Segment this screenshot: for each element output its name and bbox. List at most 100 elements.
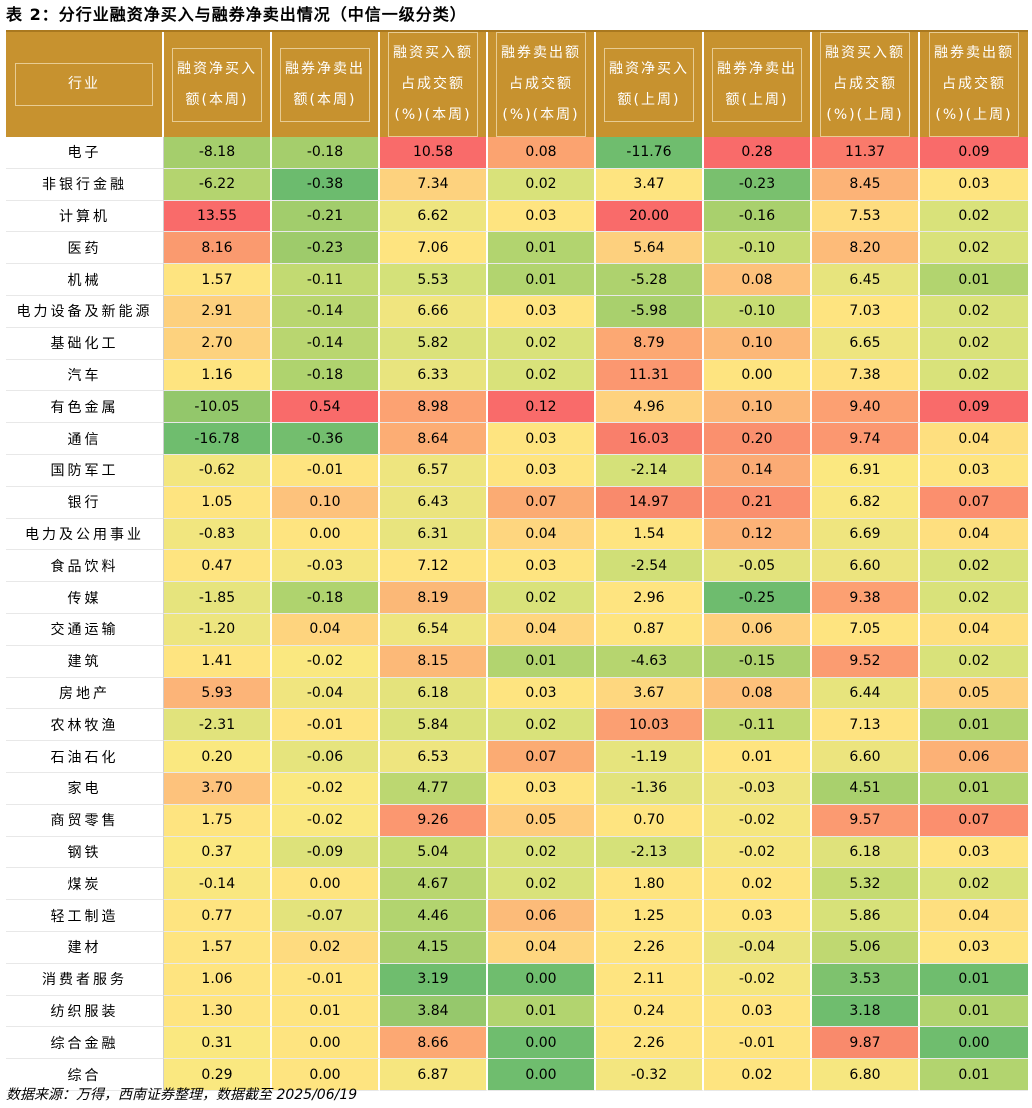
value-cell: 0.08 (704, 677, 812, 710)
industry-name-cell: 综合金融 (6, 1027, 164, 1060)
table-row: 综合金融 0.31 0.00 8.66 0.00 2.26 -0.01 9.87 0.00 (6, 1027, 1028, 1060)
value-cell: 2.26 (596, 931, 704, 964)
value-cell: 5.93 (164, 677, 272, 710)
value-cell: 6.43 (380, 486, 488, 519)
value-cell: 0.02 (488, 836, 596, 869)
value-cell: -6.22 (164, 168, 272, 201)
value-cell: 0.02 (920, 295, 1028, 328)
value-cell: 0.04 (488, 613, 596, 646)
value-cell: -0.02 (704, 804, 812, 837)
value-cell: 6.44 (812, 677, 920, 710)
value-cell: -2.14 (596, 454, 704, 487)
value-cell: 7.03 (812, 295, 920, 328)
value-cell: 0.02 (704, 1059, 812, 1091)
industry-name-cell: 传媒 (6, 582, 164, 614)
value-cell: 0.02 (488, 168, 596, 201)
table-row: 钢铁 0.37 -0.09 5.04 0.02 -2.13 -0.02 6.18 0.03 (6, 836, 1028, 869)
value-cell: 16.03 (596, 423, 704, 455)
value-cell: 0.06 (488, 900, 596, 932)
value-cell: 0.02 (488, 359, 596, 392)
value-cell: 6.53 (380, 741, 488, 773)
industry-name-cell: 通信 (6, 423, 164, 455)
value-cell: 8.66 (380, 1027, 488, 1060)
value-cell: -0.02 (272, 645, 380, 678)
value-cell: 0.00 (272, 1059, 380, 1091)
industry-name-cell: 轻工制造 (6, 900, 164, 932)
value-cell: 1.25 (596, 900, 704, 932)
value-cell: 5.64 (596, 232, 704, 265)
value-cell: 11.31 (596, 359, 704, 392)
value-cell: 0.03 (488, 772, 596, 805)
value-cell: 0.10 (704, 327, 812, 360)
value-cell: 0.03 (704, 900, 812, 932)
value-cell: -0.38 (272, 168, 380, 201)
table-row: 建材 1.57 0.02 4.15 0.04 2.26 -0.04 5.06 0.03 (6, 931, 1028, 964)
value-cell: 0.20 (704, 423, 812, 455)
value-cell: 0.00 (920, 1027, 1028, 1060)
value-cell: 0.01 (488, 232, 596, 265)
value-cell: 0.12 (488, 391, 596, 424)
value-cell: -1.20 (164, 613, 272, 646)
value-cell: -0.04 (272, 677, 380, 710)
value-cell: 6.60 (812, 741, 920, 773)
header-label: 融券净卖出 额(本周) (280, 47, 370, 122)
value-cell: 3.84 (380, 995, 488, 1028)
value-cell: 0.01 (920, 772, 1028, 805)
value-cell: -0.10 (704, 295, 812, 328)
industry-name-cell: 建筑 (6, 645, 164, 678)
value-cell: 2.70 (164, 327, 272, 360)
value-cell: -0.23 (704, 168, 812, 201)
value-cell: -0.83 (164, 518, 272, 551)
table-row: 电力设备及新能源 2.91 -0.14 6.66 0.03 -5.98 -0.10 7.03 0… (6, 295, 1028, 328)
value-cell: 7.38 (812, 359, 920, 392)
value-cell: 0.02 (920, 232, 1028, 265)
value-cell: 0.09 (920, 391, 1028, 424)
value-cell: 5.82 (380, 327, 488, 360)
industry-name-cell: 银行 (6, 486, 164, 519)
table-row: 电力及公用事业 -0.83 0.00 6.31 0.04 1.54 0.12 6.69 0.04 (6, 518, 1028, 551)
value-cell: 2.11 (596, 963, 704, 996)
value-cell: 9.52 (812, 645, 920, 678)
industry-name-cell: 家电 (6, 772, 164, 805)
header-col-2: 融券净卖出 额(本周) (272, 32, 380, 137)
table-row: 通信 -16.78 -0.36 8.64 0.03 16.03 0.20 9.74 0.04 (6, 423, 1028, 455)
table-row: 传媒 -1.85 -0.18 8.19 0.02 2.96 -0.25 9.38 0.02 (6, 582, 1028, 614)
header-label: 融券净卖出 额(上周) (712, 47, 802, 122)
value-cell: -0.36 (272, 423, 380, 455)
value-cell: 0.47 (164, 550, 272, 583)
table-row: 基础化工 2.70 -0.14 5.82 0.02 8.79 0.10 6.65 0.02 (6, 327, 1028, 360)
value-cell: 3.70 (164, 772, 272, 805)
header-col-6: 融券净卖出 额(上周) (704, 32, 812, 137)
industry-name-cell: 商贸零售 (6, 804, 164, 837)
table-row: 银行 1.05 0.10 6.43 0.07 14.97 0.21 6.82 0.07 (6, 486, 1028, 519)
value-cell: -2.31 (164, 709, 272, 742)
value-cell: 0.03 (488, 677, 596, 710)
value-cell: 0.03 (920, 836, 1028, 869)
value-cell: 20.00 (596, 200, 704, 233)
value-cell: 0.07 (920, 486, 1028, 519)
table-row: 消费者服务 1.06 -0.01 3.19 0.00 2.11 -0.02 3.53 0.01 (6, 963, 1028, 996)
industry-name-cell: 计算机 (6, 200, 164, 233)
value-cell: 0.54 (272, 391, 380, 424)
value-cell: 8.16 (164, 232, 272, 265)
header-col-3: 融资买入额 占成交额 (%)(本周) (380, 32, 488, 137)
table-row: 商贸零售 1.75 -0.02 9.26 0.05 0.70 -0.02 9.57 0.07 (6, 804, 1028, 837)
industry-margin-table: 行业 融资净买入 额(本周) 融券净卖出 额(本周) 融资买入额 占成交额 (%… (6, 30, 1028, 1091)
header-label: 融资净买入 额(本周) (172, 47, 262, 122)
value-cell: 0.02 (920, 327, 1028, 360)
value-cell: 0.03 (488, 423, 596, 455)
value-cell: -0.03 (704, 772, 812, 805)
value-cell: 0.02 (488, 327, 596, 360)
value-cell: 1.80 (596, 868, 704, 901)
value-cell: 0.00 (272, 1027, 380, 1060)
value-cell: 0.01 (920, 963, 1028, 996)
table-row: 有色金属 -10.05 0.54 8.98 0.12 4.96 0.10 9.40 0.09 (6, 391, 1028, 424)
header-label: 融资买入额 占成交额 (%)(上周) (820, 32, 910, 137)
value-cell: 0.08 (704, 264, 812, 296)
industry-name-cell: 汽车 (6, 359, 164, 392)
value-cell: 10.58 (380, 137, 488, 169)
value-cell: 6.62 (380, 200, 488, 233)
table-row: 医药 8.16 -0.23 7.06 0.01 5.64 -0.10 8.20 0.02 (6, 232, 1028, 265)
value-cell: 0.37 (164, 836, 272, 869)
value-cell: -0.01 (272, 963, 380, 996)
